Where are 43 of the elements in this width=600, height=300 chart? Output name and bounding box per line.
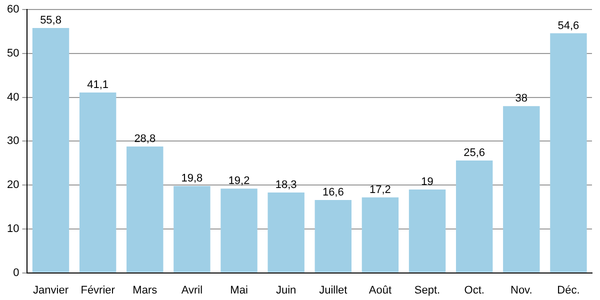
data-label: 55,8 <box>40 14 62 27</box>
data-label: 19,8 <box>181 172 203 184</box>
x-tick-label: Août <box>368 284 392 296</box>
x-tick-label: Juin <box>276 284 296 296</box>
y-tick-label: 30 <box>6 135 20 148</box>
x-tick-label: Janvier <box>33 284 69 296</box>
bar <box>126 146 164 272</box>
x-tick-label: Juillet <box>319 284 348 296</box>
y-tick-label: 40 <box>6 91 20 104</box>
y-tick-label: 60 <box>6 4 20 16</box>
data-label: 25,6 <box>464 147 486 160</box>
data-label: 41,1 <box>87 79 109 92</box>
x-tick-label: Février <box>80 284 116 296</box>
x-tick-label: Oct. <box>464 284 484 296</box>
data-label: 18,3 <box>275 179 297 192</box>
bar <box>174 186 210 272</box>
bar <box>456 160 493 272</box>
bar <box>32 28 70 272</box>
data-label: 16,6 <box>322 186 344 199</box>
bar <box>408 189 446 272</box>
bar <box>503 106 540 272</box>
data-label: 19,2 <box>228 175 250 188</box>
y-tick-label: 50 <box>6 48 20 60</box>
data-label: 54,6 <box>558 20 580 32</box>
x-tick-label: Déc. <box>557 284 580 296</box>
x-tick-label: Mars <box>132 284 158 296</box>
y-tick-label: 20 <box>6 179 20 192</box>
data-label: 38 <box>515 92 528 105</box>
x-tick-label: Sept. <box>414 284 440 296</box>
bar <box>362 197 399 272</box>
bar <box>314 200 352 272</box>
bar <box>268 192 304 272</box>
y-tick-label: 10 <box>6 222 20 235</box>
data-label: 19 <box>421 176 434 188</box>
x-tick-label: Mai <box>230 284 248 296</box>
x-tick-label: Nov. <box>510 284 532 296</box>
y-tick-label: 0 <box>13 266 20 279</box>
x-tick-label: Avril <box>181 284 203 296</box>
bar <box>79 92 116 272</box>
data-label: 17,2 <box>370 184 391 196</box>
data-label: 28,8 <box>134 132 156 145</box>
bar <box>550 33 587 272</box>
bar <box>220 188 258 272</box>
